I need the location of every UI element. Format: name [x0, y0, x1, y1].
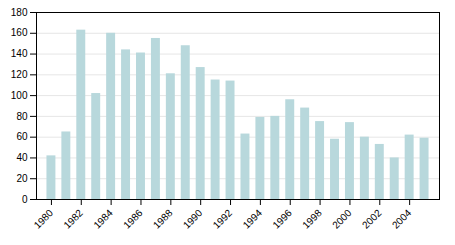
- svg-text:20: 20: [16, 173, 28, 184]
- svg-text:1990: 1990: [181, 207, 205, 231]
- svg-text:2002: 2002: [360, 207, 384, 231]
- svg-text:120: 120: [11, 69, 28, 80]
- svg-text:1996: 1996: [270, 207, 294, 231]
- svg-text:1984: 1984: [91, 207, 115, 231]
- svg-text:0: 0: [22, 194, 28, 205]
- svg-text:180: 180: [11, 7, 28, 18]
- svg-text:1994: 1994: [241, 207, 265, 231]
- svg-text:1982: 1982: [61, 207, 85, 231]
- svg-text:80: 80: [16, 111, 28, 122]
- svg-text:160: 160: [11, 27, 28, 38]
- svg-text:40: 40: [16, 152, 28, 163]
- svg-text:100: 100: [11, 90, 28, 101]
- svg-text:2000: 2000: [330, 207, 354, 231]
- svg-text:1980: 1980: [32, 207, 56, 231]
- svg-text:1992: 1992: [211, 207, 235, 231]
- svg-text:1986: 1986: [121, 207, 145, 231]
- svg-text:60: 60: [16, 131, 28, 142]
- svg-text:140: 140: [11, 48, 28, 59]
- svg-text:1998: 1998: [300, 207, 324, 231]
- svg-text:2004: 2004: [390, 207, 414, 231]
- svg-text:1988: 1988: [151, 207, 175, 231]
